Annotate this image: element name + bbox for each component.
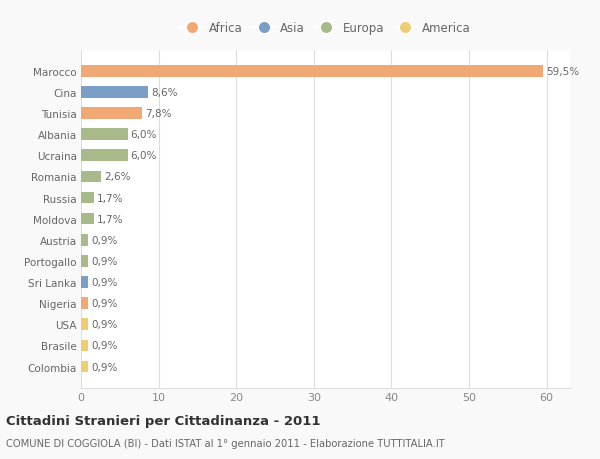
Bar	[81, 192, 94, 204]
Text: Cittadini Stranieri per Cittadinanza - 2011: Cittadini Stranieri per Cittadinanza - 2…	[6, 414, 320, 428]
Legend: Africa, Asia, Europa, America: Africa, Asia, Europa, America	[178, 19, 473, 37]
Text: 0,9%: 0,9%	[91, 362, 118, 372]
Text: 0,9%: 0,9%	[91, 277, 118, 287]
Text: COMUNE DI COGGIOLA (BI) - Dati ISTAT al 1° gennaio 2011 - Elaborazione TUTTITALI: COMUNE DI COGGIOLA (BI) - Dati ISTAT al …	[6, 438, 445, 448]
Bar	[81, 361, 88, 373]
Bar	[81, 108, 142, 120]
Text: 2,6%: 2,6%	[104, 172, 131, 182]
Text: 0,9%: 0,9%	[91, 319, 118, 330]
Bar	[81, 150, 128, 162]
Text: 0,9%: 0,9%	[91, 235, 118, 245]
Text: 0,9%: 0,9%	[91, 341, 118, 351]
Bar	[81, 319, 88, 330]
Bar	[81, 277, 88, 288]
Text: 59,5%: 59,5%	[546, 67, 579, 77]
Bar	[81, 340, 88, 352]
Text: 1,7%: 1,7%	[97, 214, 124, 224]
Bar	[81, 256, 88, 267]
Bar	[81, 171, 101, 183]
Text: 0,9%: 0,9%	[91, 298, 118, 308]
Bar	[81, 87, 148, 99]
Text: 6,0%: 6,0%	[131, 130, 157, 140]
Bar	[81, 66, 543, 78]
Text: 1,7%: 1,7%	[97, 193, 124, 203]
Bar	[81, 129, 128, 140]
Bar	[81, 213, 94, 225]
Text: 6,0%: 6,0%	[131, 151, 157, 161]
Text: 7,8%: 7,8%	[145, 109, 171, 119]
Text: 8,6%: 8,6%	[151, 88, 178, 98]
Text: 0,9%: 0,9%	[91, 256, 118, 266]
Bar	[81, 235, 88, 246]
Bar	[81, 298, 88, 309]
